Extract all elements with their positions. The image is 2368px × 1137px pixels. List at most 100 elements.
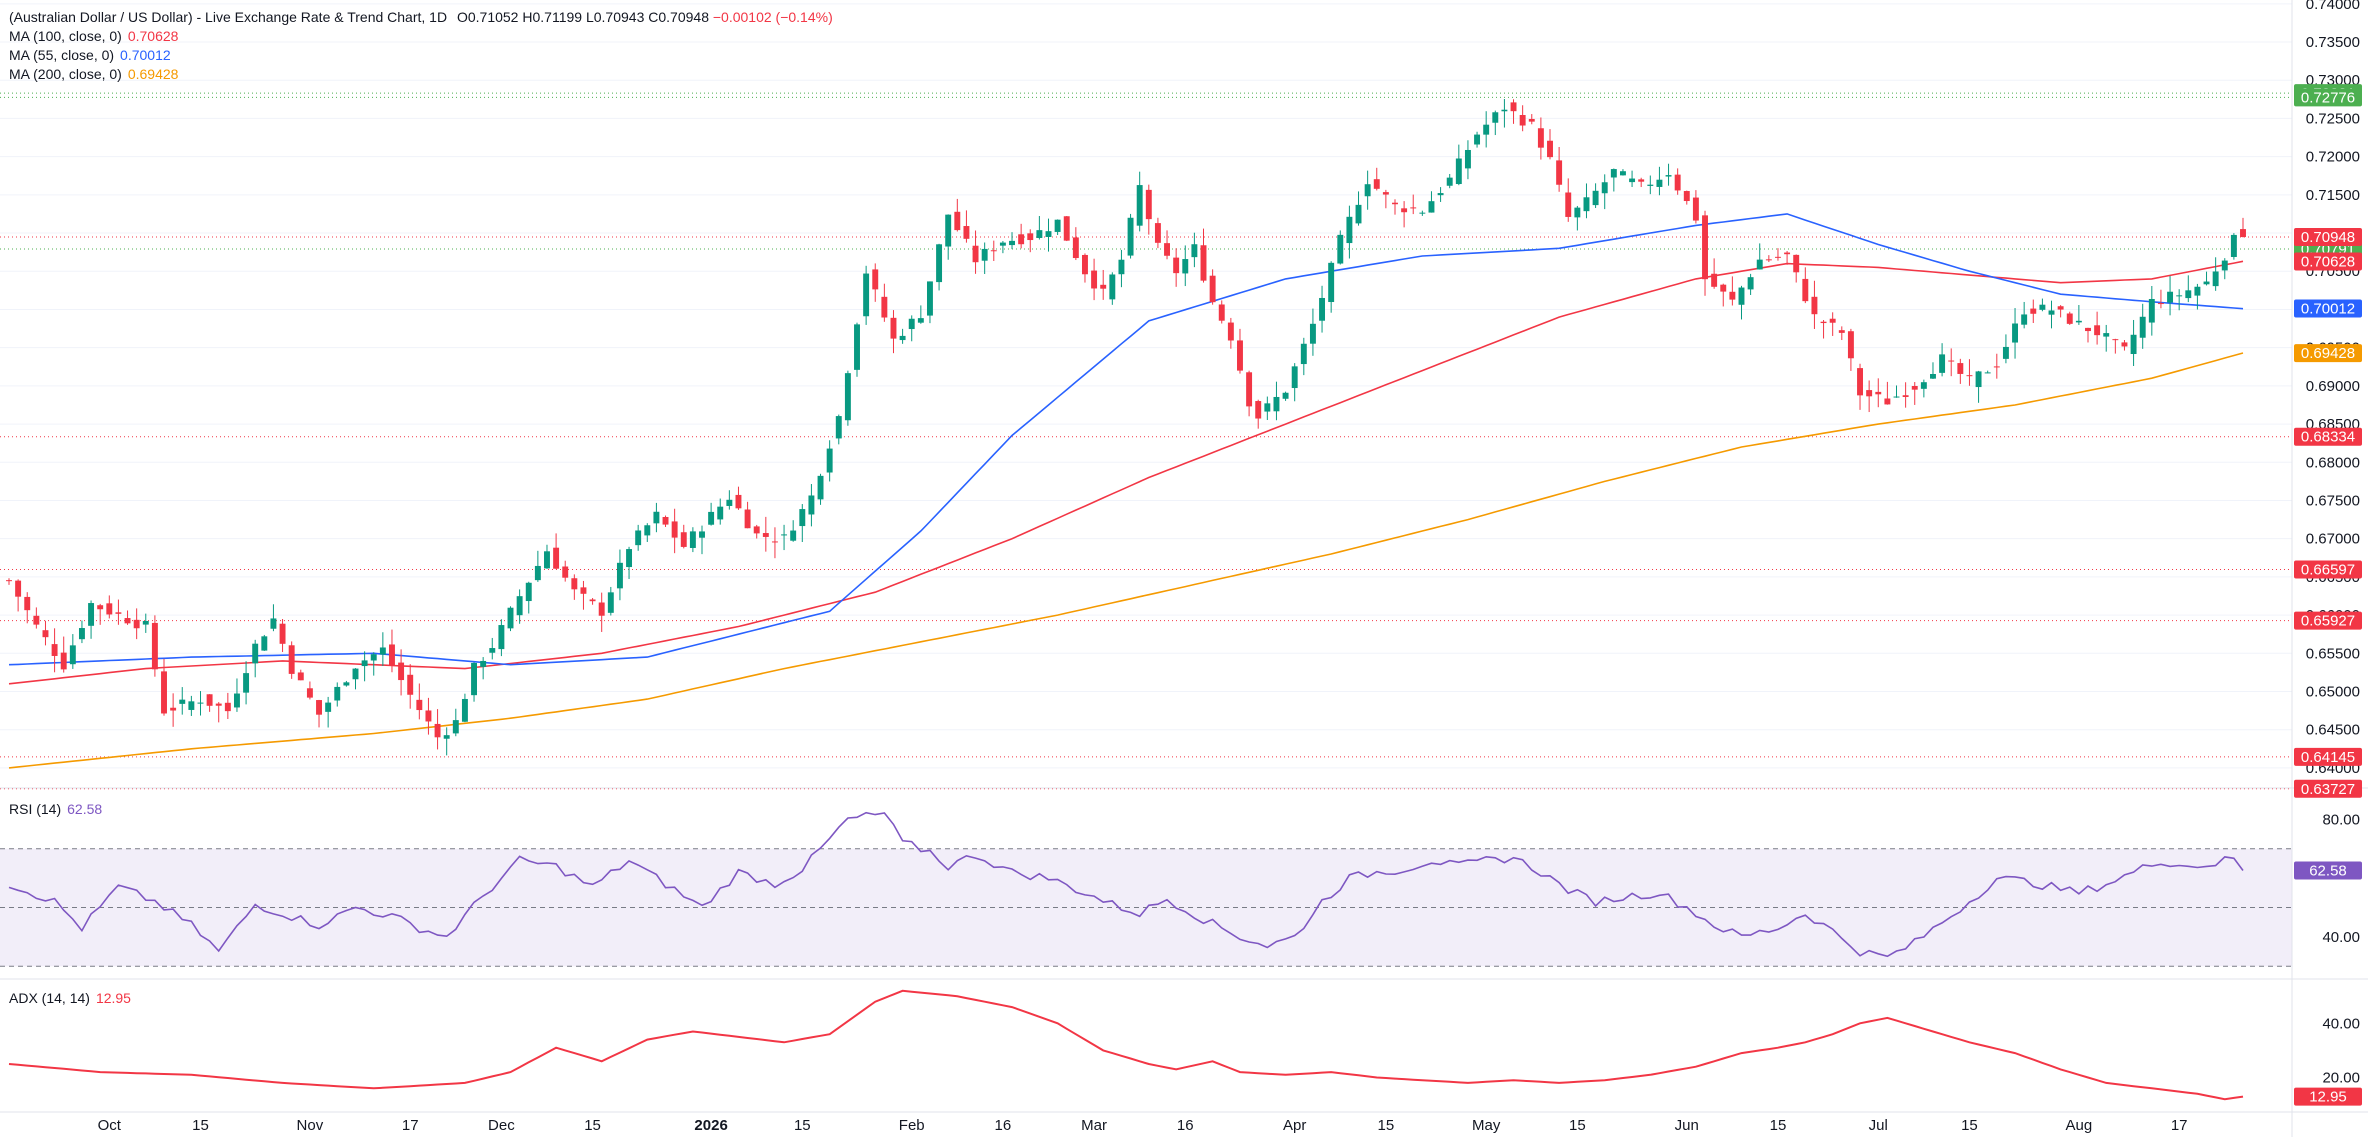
legend-adx[interactable]: ADX (14, 14) 12.95 bbox=[9, 989, 131, 1008]
candle bbox=[1200, 228, 1207, 283]
candle bbox=[1237, 328, 1243, 374]
candle-body bbox=[1674, 174, 1681, 191]
candle-body bbox=[1993, 366, 2000, 368]
low-value: 0.70943 bbox=[593, 9, 645, 25]
candle bbox=[197, 691, 204, 716]
level-tag: 0.66597 bbox=[2294, 560, 2362, 579]
candle bbox=[2139, 303, 2146, 349]
candle-body bbox=[1510, 102, 1517, 112]
time-tick-label: 15 bbox=[1770, 1117, 1787, 1134]
candle bbox=[1127, 213, 1134, 259]
candle-body bbox=[1610, 169, 1617, 178]
candle bbox=[1082, 253, 1088, 283]
candle bbox=[562, 560, 569, 582]
candle bbox=[516, 589, 523, 624]
legend-ma100[interactable]: MA (100, close, 0) 0.70628 bbox=[9, 27, 178, 46]
candle-body bbox=[389, 644, 395, 666]
level-tag-text: 0.66597 bbox=[2301, 561, 2355, 578]
candle-body bbox=[1218, 304, 1225, 321]
legend-ma55[interactable]: MA (55, close, 0) 0.70012 bbox=[9, 46, 171, 65]
candle-body bbox=[215, 703, 222, 706]
candle-body bbox=[1464, 149, 1471, 169]
candle-body bbox=[498, 625, 505, 650]
candle bbox=[525, 581, 532, 614]
candle bbox=[1091, 258, 1098, 301]
level-tag-bg bbox=[2294, 779, 2362, 798]
price-tag: 0.70012 bbox=[2294, 299, 2362, 318]
candle bbox=[6, 578, 12, 585]
candle-body bbox=[1082, 254, 1088, 275]
candle bbox=[480, 657, 487, 680]
candle-body bbox=[1237, 340, 1243, 371]
candle bbox=[1264, 396, 1271, 420]
candle bbox=[926, 281, 933, 324]
candle-body bbox=[370, 654, 377, 661]
candle-body bbox=[1410, 207, 1417, 209]
candle-body bbox=[1702, 215, 1708, 280]
candle-body bbox=[461, 698, 468, 722]
candle-body bbox=[662, 516, 669, 525]
candle-body bbox=[1893, 396, 1900, 398]
candle bbox=[1373, 167, 1380, 191]
candle bbox=[1729, 276, 1736, 306]
candle-body bbox=[434, 723, 441, 738]
candle bbox=[78, 620, 85, 644]
candle bbox=[343, 680, 350, 687]
candle-body bbox=[2148, 298, 2155, 323]
candle bbox=[1136, 171, 1143, 232]
candle-body bbox=[1747, 277, 1754, 290]
candle bbox=[2221, 258, 2228, 280]
candle bbox=[1300, 337, 1307, 376]
rsi-tag: 62.58 bbox=[2294, 861, 2362, 880]
candle-body bbox=[1793, 254, 1800, 273]
open-value: 0.71052 bbox=[467, 9, 519, 25]
candle-body bbox=[2103, 333, 2110, 337]
candle-body bbox=[908, 318, 915, 330]
candle bbox=[15, 579, 22, 612]
candle bbox=[1939, 343, 1946, 377]
candle bbox=[1528, 114, 1535, 125]
candle-body bbox=[2075, 320, 2082, 323]
candle-body bbox=[1638, 179, 1645, 182]
legend-rsi[interactable]: RSI (14) 62.58 bbox=[9, 800, 102, 819]
candle bbox=[352, 668, 359, 690]
candle-body bbox=[2157, 303, 2164, 305]
candle bbox=[224, 692, 231, 720]
time-tick-label: 15 bbox=[1378, 1117, 1395, 1134]
candle-body bbox=[1063, 216, 1070, 241]
candle bbox=[1355, 191, 1362, 226]
candle-body bbox=[781, 534, 788, 536]
candle bbox=[1501, 99, 1508, 128]
candle-body bbox=[2185, 290, 2192, 299]
time-tick-label: Apr bbox=[1283, 1117, 1306, 1134]
candle bbox=[899, 328, 906, 344]
time-tick-label: 17 bbox=[2171, 1117, 2188, 1134]
candle bbox=[598, 592, 605, 632]
candle bbox=[1328, 261, 1335, 313]
candle-body bbox=[471, 662, 478, 696]
candle bbox=[1720, 283, 1727, 307]
candle-body bbox=[1173, 257, 1180, 274]
adx-tick-label: 40.00 bbox=[2322, 1015, 2360, 1032]
ohlc-readout: O0.71052 H0.71199 L0.70943 C0.70948 −0.0… bbox=[457, 9, 833, 25]
candle-body bbox=[626, 549, 633, 568]
candle-body bbox=[97, 605, 104, 610]
candle bbox=[653, 502, 660, 533]
candle-body bbox=[644, 525, 651, 536]
candle-body bbox=[753, 526, 760, 534]
candle-body bbox=[106, 603, 113, 615]
candle bbox=[1756, 243, 1763, 270]
legend-ma200[interactable]: MA (200, close, 0) 0.69428 bbox=[9, 65, 178, 84]
candle-body bbox=[1765, 259, 1772, 261]
candle bbox=[844, 370, 851, 426]
candle bbox=[60, 636, 67, 673]
candle bbox=[1446, 173, 1453, 189]
candle bbox=[1455, 144, 1462, 186]
candle-body bbox=[1145, 189, 1152, 220]
candle-body bbox=[60, 652, 67, 670]
candle-body bbox=[899, 335, 906, 341]
candle-body bbox=[1045, 231, 1052, 237]
low-label: L bbox=[585, 9, 594, 25]
candle bbox=[1665, 163, 1672, 186]
